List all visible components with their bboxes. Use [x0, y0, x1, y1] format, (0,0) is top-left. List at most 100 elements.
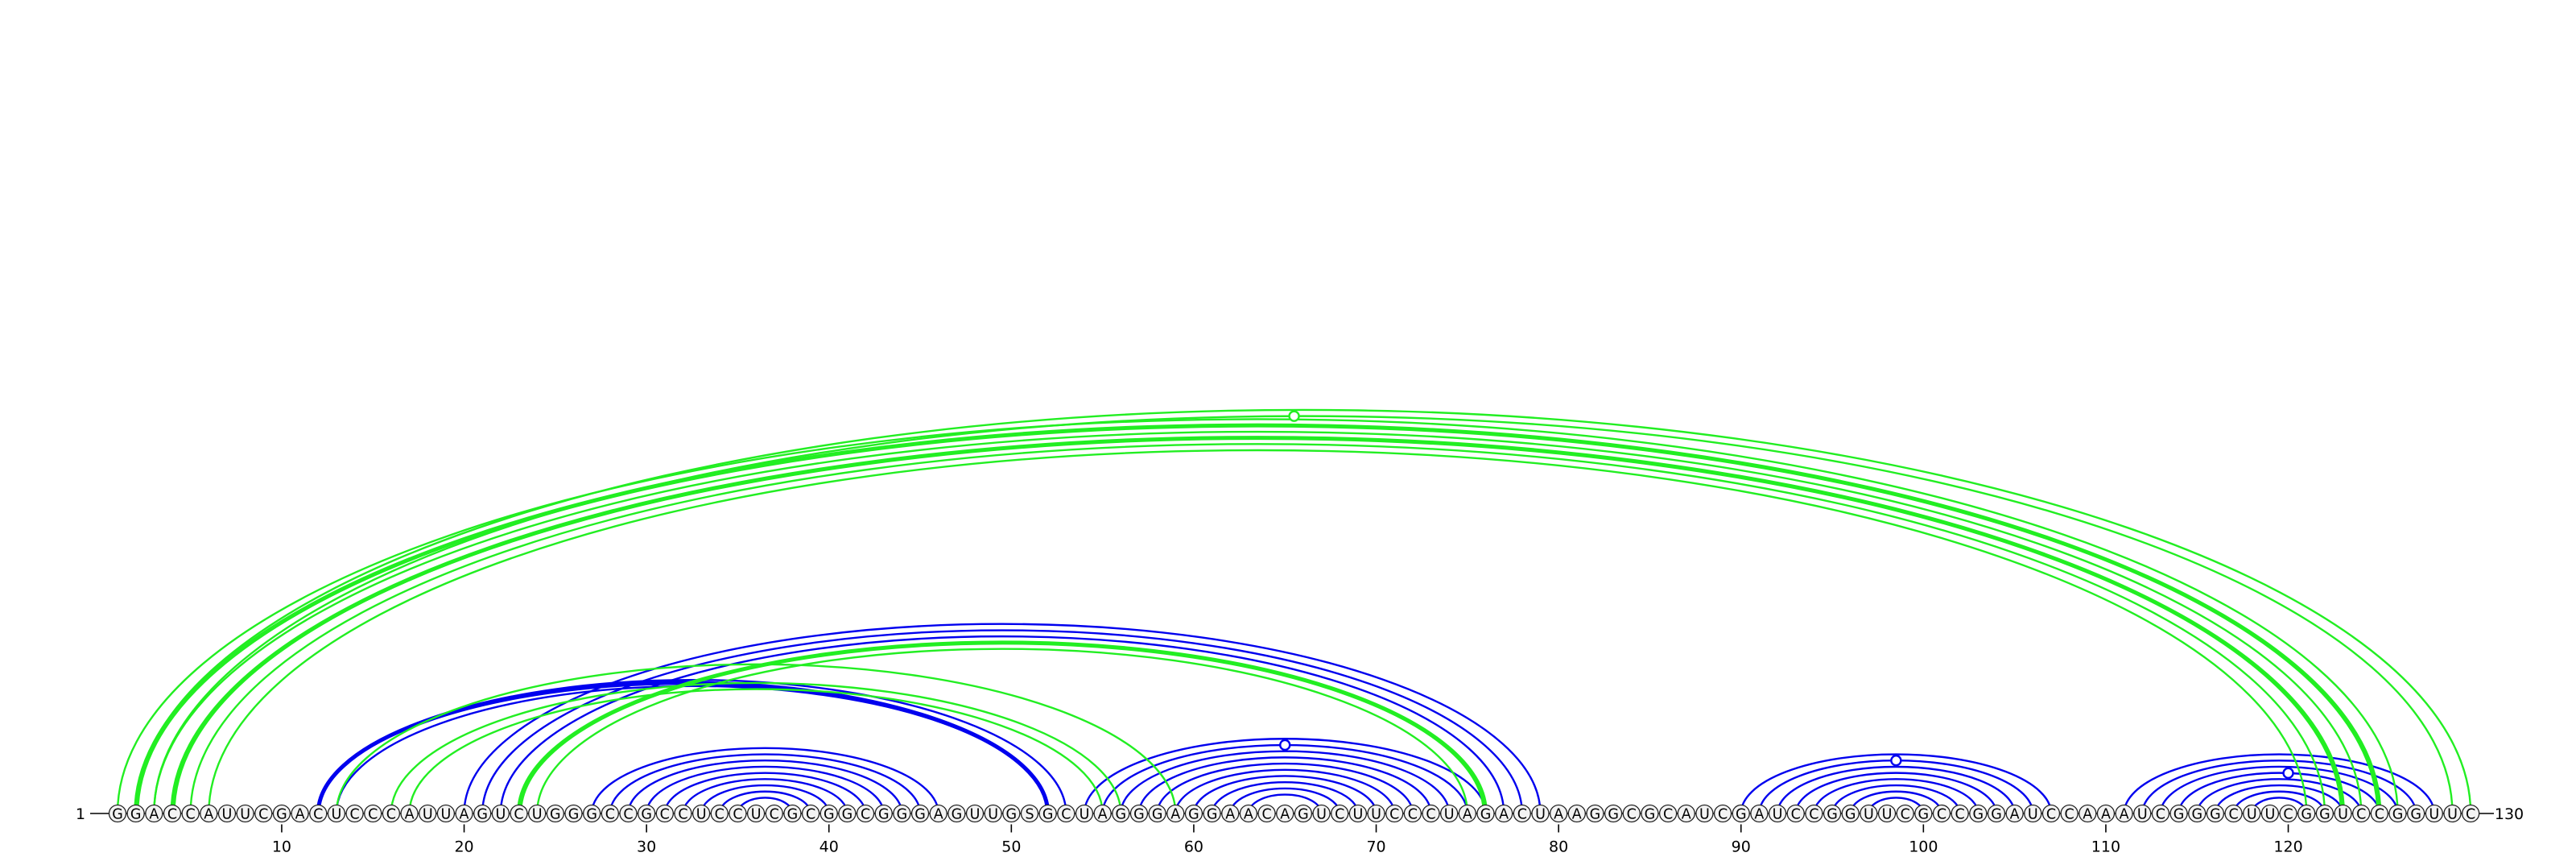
nucleotide-letter-113: C: [2156, 807, 2165, 823]
nucleotide-letter-99: C: [1901, 807, 1910, 823]
nucleotide-circle-8: [236, 804, 254, 823]
nucleotide-circle-72: [1403, 804, 1422, 823]
nucleotide-letter-1: G: [112, 807, 123, 823]
arc-layer: [116, 408, 2472, 814]
nucleotide-circle-105: [2005, 804, 2024, 823]
nucleotide-letter-77: A: [1499, 807, 1509, 823]
nucleotide-letter-32: C: [678, 807, 687, 823]
nucleotide-letter-87: A: [1682, 807, 1691, 823]
nucleotide-letter-6: A: [204, 807, 213, 823]
nucleotide-circle-60: [1184, 804, 1203, 823]
arc-blue-21-78: [481, 629, 1524, 814]
nucleotide-letter-5: C: [186, 807, 196, 823]
nucleotide-circle-80: [1549, 804, 1568, 823]
nucleotide-letter-95: G: [1827, 807, 1838, 823]
arc-blue-111-128: [2123, 753, 2436, 814]
arc-green-24-75: [535, 648, 1469, 814]
nucleotide-circle-46: [929, 804, 947, 823]
nucleotide-letter-125: C: [2375, 807, 2384, 823]
nucleotide-circle-30: [637, 804, 656, 823]
nucleotide-letter-7: U: [222, 807, 233, 823]
nucleotide-letter-114: G: [2174, 807, 2185, 823]
nucleotide-circle-21: [473, 804, 492, 823]
arc-green-5-122: [189, 443, 2326, 814]
nucleotide-circle-94: [1805, 804, 1823, 823]
arc-green-16-56: [390, 681, 1122, 814]
nucleotide-letter-38: G: [787, 807, 799, 823]
nucleotide-circle-112: [2133, 804, 2152, 823]
nucleotide-letter-49: U: [988, 807, 998, 823]
nucleotide-circle-113: [2151, 804, 2170, 823]
nucleotide-circle-88: [1695, 804, 1714, 823]
tick-label-20: 20: [454, 838, 473, 856]
arc-blue-34-39: [718, 790, 812, 814]
nucleotide-circle-82: [1586, 804, 1604, 823]
nucleotide-letter-3: A: [149, 807, 159, 823]
nucleotide-circle-61: [1203, 804, 1221, 823]
nucleotide-circle-37: [765, 804, 783, 823]
nucleotide-letter-88: U: [1699, 807, 1710, 823]
nucleotide-circle-39: [801, 804, 820, 823]
nucleotide-letter-20: A: [460, 807, 469, 823]
nucleotide-letter-119: U: [2264, 807, 2275, 823]
arc-blue-58-72: [1156, 762, 1414, 814]
nucleotide-circle-57: [1129, 804, 1149, 823]
nucleotide-circle-122: [2315, 804, 2334, 823]
tick-label-10: 10: [272, 838, 291, 856]
arc-marker-4: [1890, 755, 1902, 767]
nucleotide-letter-24: U: [532, 807, 543, 823]
nucleotide-letter-81: A: [1572, 807, 1582, 823]
nucleotide-letter-44: G: [897, 807, 908, 823]
nucleotide-circle-53: [1057, 804, 1075, 823]
nucleotide-circle-102: [1951, 804, 1969, 823]
nucleotide-circle-33: [691, 804, 711, 823]
nucleotide-circle-92: [1768, 804, 1787, 823]
nucleotide-letter-123: U: [2338, 807, 2348, 823]
arc-green-2-130: [134, 408, 2472, 814]
nucleotide-circle-20: [455, 804, 473, 823]
arc-blue-60-70: [1192, 775, 1377, 814]
arc-blue-28-45: [609, 753, 922, 814]
nucleotide-letter-73: C: [1426, 807, 1435, 823]
tick-layer: 10 20 30 40 50 60 70 80 90 100 110 120: [272, 824, 2303, 856]
nucleotide-letter-25: G: [550, 807, 561, 823]
nucleotide-letter-111: A: [2120, 807, 2129, 823]
arc-blue-56-74: [1120, 750, 1451, 814]
arc-blue-96-101: [1849, 790, 1943, 814]
nucleotide-letter-46: A: [934, 807, 943, 823]
nucleotide-circle-40: [819, 804, 838, 823]
nucleotide-circle-62: [1221, 804, 1240, 823]
nucleotide-letter-130: C: [2466, 807, 2475, 823]
nucleotide-letter-57: G: [1133, 807, 1145, 823]
nucleotide-circle-106: [2024, 804, 2042, 823]
nucleotide-letter-53: C: [1061, 807, 1071, 823]
nucleotide-letter-40: G: [824, 807, 835, 823]
nucleotide-letter-82: G: [1590, 807, 1601, 823]
arc-blue-29-44: [627, 760, 903, 814]
nucleotide-letter-106: U: [2028, 807, 2038, 823]
nucleotide-circle-91: [1750, 804, 1769, 823]
nucleotide-letter-100: G: [1918, 807, 1930, 823]
nucleotide-letter-12: C: [313, 807, 323, 823]
nucleotide-letter-93: C: [1791, 807, 1801, 823]
nucleotide-circle-28: [601, 804, 619, 823]
nucleotide-letter-117: C: [2228, 807, 2238, 823]
nucleotide-letter-34: C: [715, 807, 724, 823]
nucleotide-circle-74: [1440, 804, 1459, 823]
arc-blue-90-107: [1740, 753, 2053, 814]
nucleotide-circle-32: [674, 804, 692, 823]
tick-label-50: 50: [1001, 838, 1021, 856]
nucleotide-circle-77: [1495, 804, 1513, 823]
nucleotide-letter-94: C: [1809, 807, 1818, 823]
nucleotide-letter-21: G: [477, 807, 488, 823]
arc-marker-3: [1279, 739, 1291, 751]
nucleotide-letter-101: C: [1937, 807, 1946, 823]
nucleotide-circle-120: [2279, 804, 2297, 823]
nucleotide-letter-80: A: [1554, 807, 1563, 823]
nucleotide-circle-67: [1312, 804, 1331, 823]
nucleotide-circle-109: [2079, 804, 2097, 823]
nucleotide-circle-107: [2041, 804, 2061, 823]
arc-blue-31-42: [663, 772, 867, 814]
nucleotide-letter-43: G: [878, 807, 890, 823]
